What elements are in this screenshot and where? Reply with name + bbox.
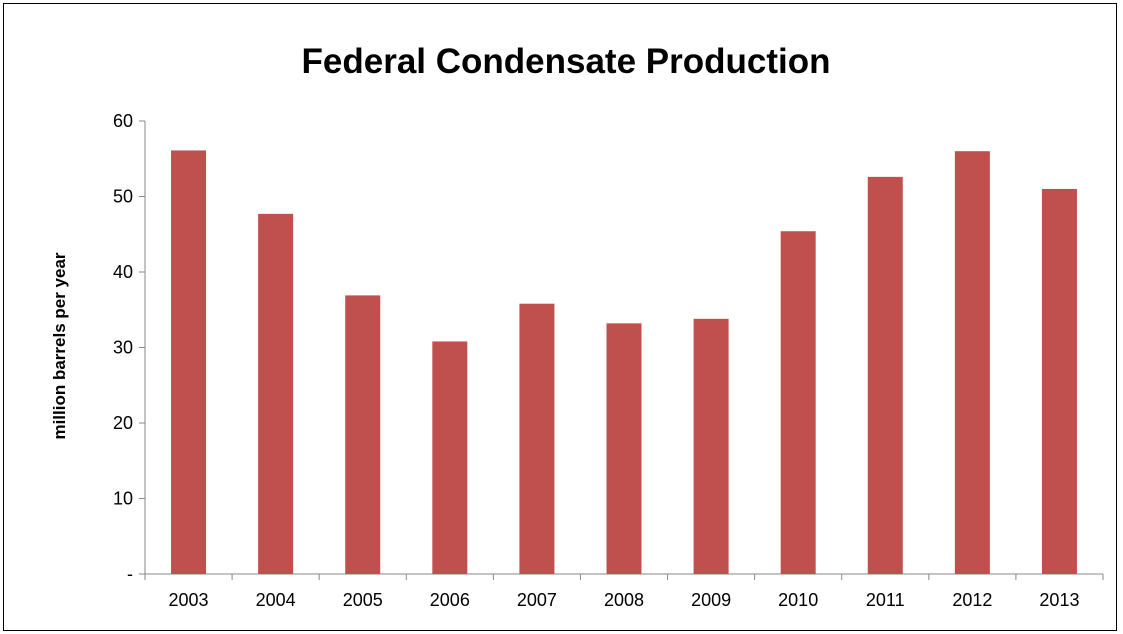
x-tick-label: 2011 xyxy=(866,590,905,610)
bar-2010 xyxy=(780,231,816,575)
plot-area: - 10 20 30 40 50 60 2003 2004 2005 2006 2007 2008 200… xyxy=(113,111,1104,610)
x-tick-label: 2013 xyxy=(1039,590,1079,610)
chart-title: Federal Condensate Production xyxy=(302,42,831,81)
bar-2012 xyxy=(954,151,990,574)
y-tick-label: 30 xyxy=(113,338,133,358)
y-tick-label: 50 xyxy=(113,187,133,207)
y-axis-label: million barrels per year xyxy=(50,252,69,439)
bar-2011 xyxy=(867,176,903,574)
y-tick-label: 60 xyxy=(113,111,133,131)
y-tick-label: 10 xyxy=(113,489,133,509)
x-tick-label: 2003 xyxy=(169,590,209,610)
x-tick-label: 2012 xyxy=(952,590,992,610)
bar-2005 xyxy=(345,295,381,574)
x-tick-label: 2005 xyxy=(343,590,383,610)
bar-2004 xyxy=(258,213,294,575)
bar-2006 xyxy=(432,341,468,574)
x-tick-label: 2010 xyxy=(778,590,818,610)
bar-2013 xyxy=(1041,188,1077,574)
bar-2009 xyxy=(693,318,729,574)
x-tick-label: 2008 xyxy=(604,590,644,610)
bar-2003 xyxy=(171,150,207,574)
y-tick-label: - xyxy=(127,564,133,584)
x-tick-label: 2007 xyxy=(517,590,557,610)
x-tick-label: 2009 xyxy=(691,590,731,610)
x-tick-label: 2006 xyxy=(430,590,470,610)
bar-2007 xyxy=(519,303,555,574)
y-tick-label: 40 xyxy=(113,262,133,282)
y-tick-label: 20 xyxy=(113,413,133,433)
x-tick-label: 2004 xyxy=(256,590,296,610)
bar-2008 xyxy=(606,323,642,574)
